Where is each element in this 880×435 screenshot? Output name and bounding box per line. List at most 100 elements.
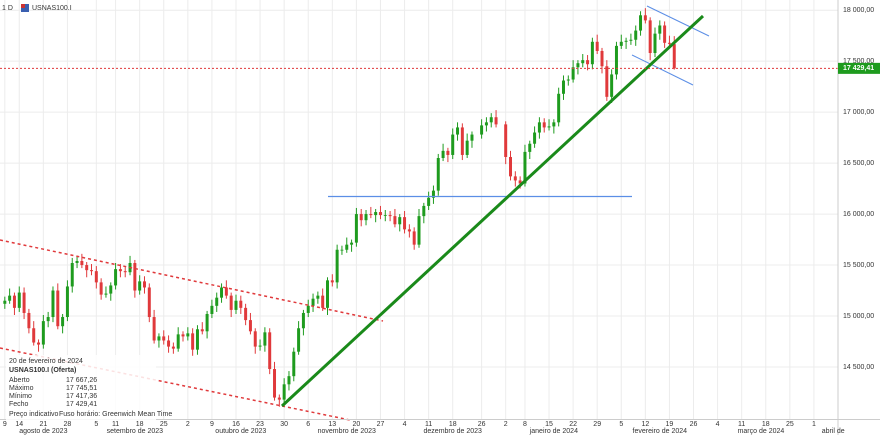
candle-body [489, 117, 493, 123]
month-label: fevereiro de 2024 [633, 428, 688, 435]
x-tick-label: 28 [64, 421, 72, 428]
candle-body [70, 263, 74, 287]
candle-body [537, 122, 541, 133]
candle-body [138, 281, 142, 291]
candle-body [330, 280, 334, 283]
timeframe: 1 D [2, 5, 13, 12]
candle-body [470, 134, 474, 141]
candle-body [37, 342, 41, 345]
candle-body [273, 369, 277, 398]
candle-body [552, 122, 556, 127]
candle-body [306, 305, 310, 313]
candle-body [186, 333, 190, 337]
x-tick-label: 21 [39, 421, 47, 428]
x-tick-label: 22 [569, 421, 577, 428]
x-tick-label: 11 [425, 421, 432, 428]
candle-body [619, 41, 623, 46]
candle-body [340, 249, 344, 251]
last-price-label: 17 429,41 [843, 65, 874, 72]
candle-body [523, 151, 527, 184]
candle-body [566, 79, 570, 81]
info-symbol: USNAS100.I (Oferta) [9, 367, 76, 374]
candle-body [465, 140, 469, 155]
candle-body [27, 312, 31, 329]
info-value: 17 745,51 [66, 385, 97, 392]
x-tick-label: 2 [186, 421, 190, 428]
x-tick-label: 5 [94, 421, 98, 428]
candle-body [624, 40, 628, 42]
candle-body [422, 205, 426, 217]
info-label: Aberto [9, 377, 30, 384]
info-label: Mínimo [9, 393, 32, 400]
month-label: outubro de 2023 [215, 428, 266, 435]
x-tick-label: 15 [545, 421, 553, 428]
x-tick-label: 12 [641, 421, 649, 428]
candle-body [561, 80, 565, 94]
candle-body [417, 216, 421, 245]
candle-body [258, 345, 262, 347]
x-tick-label: 27 [377, 421, 385, 428]
candle-body [451, 134, 455, 155]
candle-body [282, 384, 286, 400]
candle-body [456, 127, 460, 135]
candle-body [301, 312, 305, 329]
y-tick-label: 16 500,00 [843, 160, 874, 167]
info-label: Fecho [9, 401, 29, 408]
candle-body [634, 30, 638, 40]
candle-body [653, 33, 657, 54]
candle-body [248, 320, 252, 332]
x-tick-label: 13 [328, 421, 336, 428]
month-label: setembro de 2023 [107, 428, 164, 435]
candle-body [51, 290, 55, 318]
candle-body [446, 150, 450, 155]
candle-body [244, 307, 248, 321]
channel-line [646, 5, 710, 37]
x-tick-label: 9 [3, 421, 7, 428]
candle-body [191, 333, 195, 350]
candle-body [224, 287, 228, 296]
candle-body [571, 67, 575, 80]
x-tick-label: 8 [523, 421, 527, 428]
x-tick-label: 1 [812, 421, 816, 428]
candle-body [85, 265, 89, 271]
x-tick-label: 6 [306, 421, 310, 428]
candle-body [167, 340, 171, 347]
candle-body [176, 334, 180, 349]
candle-body [383, 215, 387, 216]
month-label: agosto de 2023 [19, 428, 67, 435]
candle-body [234, 300, 238, 310]
candle-body [374, 212, 378, 216]
candle-body [32, 328, 36, 343]
x-tick-label: 4 [716, 421, 720, 428]
x-tick-label: 25 [786, 421, 794, 428]
candle-body [441, 150, 445, 159]
candle-body [22, 292, 26, 313]
candle-body [480, 125, 484, 135]
candle-body [229, 295, 233, 310]
candle-body [12, 295, 16, 308]
candle-body [431, 190, 435, 198]
x-tick-label: 30 [280, 421, 288, 428]
candle-body [576, 63, 580, 68]
info-box: 20 de fevereiro de 2024 USNAS100.I (Ofer… [6, 355, 172, 421]
x-tick-label: 9 [210, 421, 214, 428]
candle-body [220, 287, 224, 298]
y-tick-label: 18 000,00 [843, 7, 874, 14]
candle-body [292, 351, 296, 377]
candle-body [648, 20, 652, 54]
month-label: abril de [822, 428, 845, 435]
candle-body [41, 321, 45, 345]
candle-body [605, 66, 609, 97]
y-tick-label: 17 500,00 [843, 58, 874, 65]
x-tick-label: 19 [666, 421, 674, 428]
candle-body [133, 263, 137, 291]
candles [3, 8, 676, 407]
candle-body [157, 336, 161, 341]
candle-body [629, 39, 633, 41]
candle-body [239, 300, 243, 308]
channel-line [631, 54, 694, 86]
candle-body [518, 180, 522, 184]
header: 1 D USNAS100.I [2, 4, 72, 12]
candle-body [533, 132, 537, 144]
info-value: 17 667,26 [66, 377, 97, 384]
